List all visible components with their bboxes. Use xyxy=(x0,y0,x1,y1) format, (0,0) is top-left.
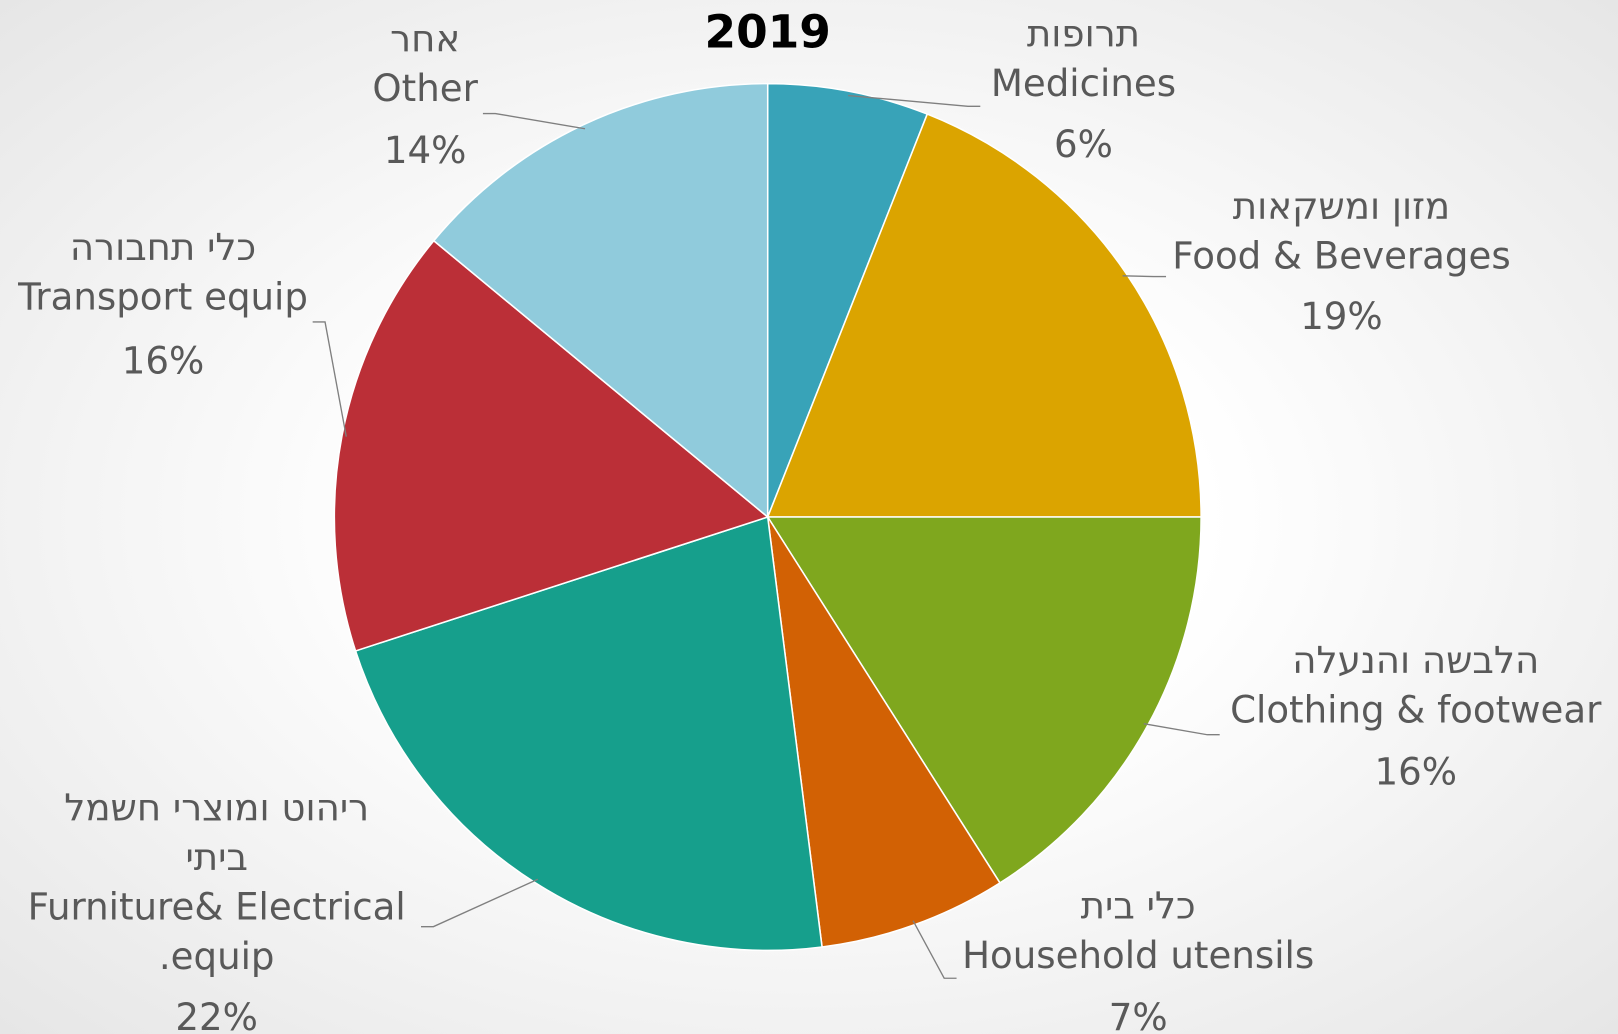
pie-slice xyxy=(354,515,823,952)
pie-slice xyxy=(333,239,770,652)
pie-slice xyxy=(766,516,1202,884)
slice-label: .equip xyxy=(159,935,275,978)
slice-label: כלי תחבורה xyxy=(70,226,256,269)
pie-slice xyxy=(766,113,1202,518)
pie-slice xyxy=(766,82,929,518)
value-label: 19% xyxy=(1300,295,1383,338)
leader-line xyxy=(912,920,957,979)
slice-label: Furniture& Electrical xyxy=(28,885,406,928)
value-label: 7% xyxy=(1109,996,1168,1034)
slice-label: Clothing & footwear xyxy=(1230,688,1602,731)
value-label: 6% xyxy=(1054,123,1113,166)
slice-label: Transport equip xyxy=(17,276,308,319)
leader-line xyxy=(482,112,586,130)
value-label: 16% xyxy=(1374,750,1457,793)
slice-label: מזון ומשקאות xyxy=(1233,185,1450,228)
value-label: 14% xyxy=(384,129,467,172)
pie-slice xyxy=(432,82,769,519)
value-label: 22% xyxy=(175,996,258,1034)
slice-label: Other xyxy=(372,67,478,110)
value-label: 16% xyxy=(122,340,205,383)
leader-line xyxy=(312,321,347,437)
leader-line xyxy=(1143,723,1220,736)
slice-label: הלבשה והנעלה xyxy=(1292,639,1539,682)
slice-label: Household utensils xyxy=(962,934,1314,977)
slice-label: Medicines xyxy=(991,62,1176,105)
slice-label: ביתי xyxy=(185,836,247,879)
chart-title: 2019 xyxy=(705,5,831,58)
leader-line xyxy=(848,94,981,107)
leader-line xyxy=(421,878,539,928)
slice-label: כלי בית xyxy=(1081,884,1196,927)
slice-label: תרופות xyxy=(1027,12,1140,55)
slice-label: Food & Beverages xyxy=(1172,234,1510,277)
slice-label: ריהוט ומוצרי חשמל xyxy=(64,786,369,829)
leader-line xyxy=(1122,275,1167,278)
slice-label: אחר xyxy=(390,18,460,61)
